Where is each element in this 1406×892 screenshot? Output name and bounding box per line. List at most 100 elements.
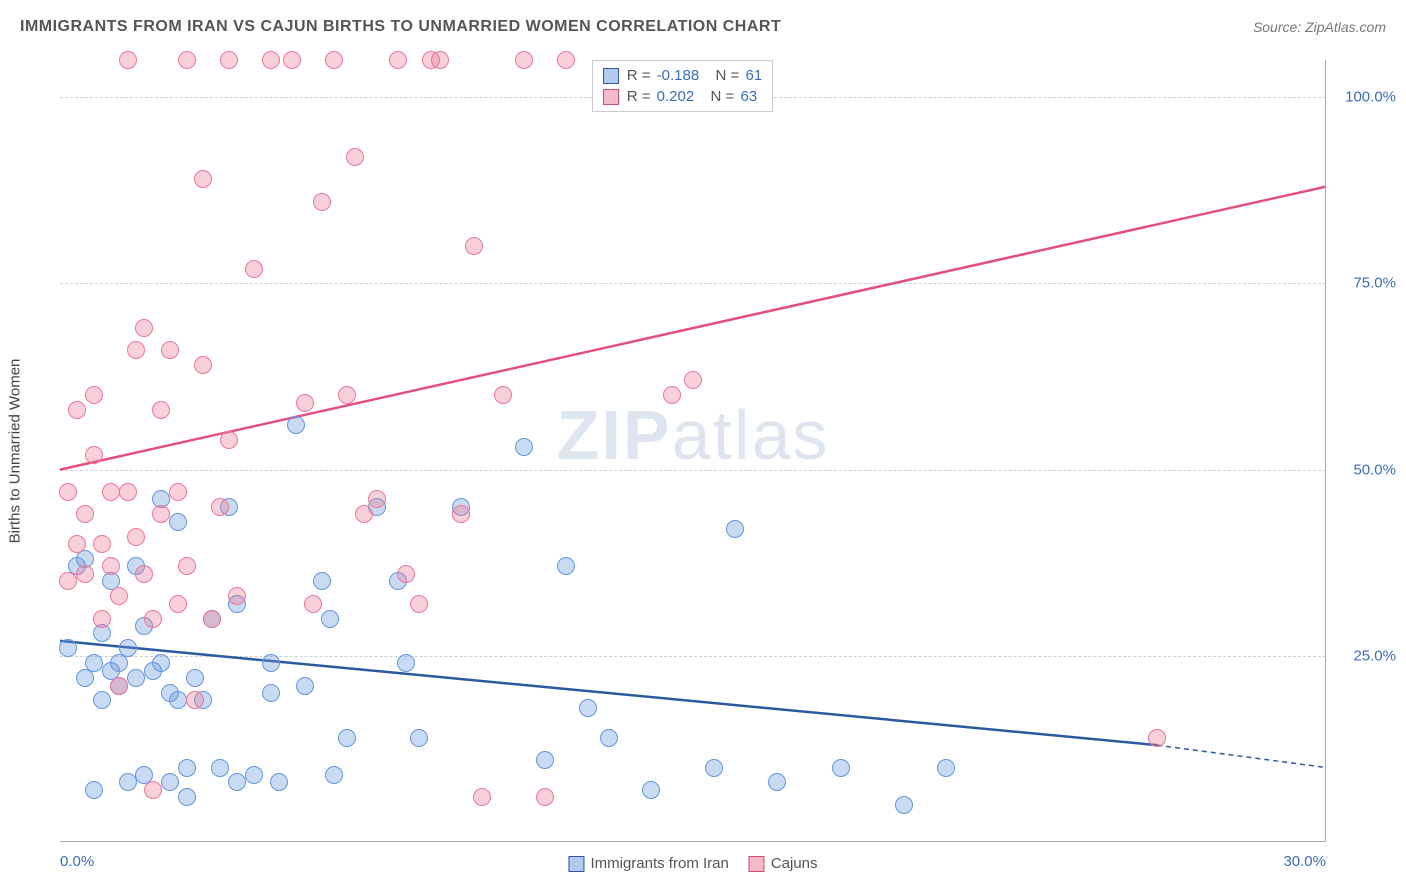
data-point [85, 654, 103, 672]
data-point [211, 498, 229, 516]
stat-box: R = -0.188 N = 61 R = 0.202 N = 63 [592, 60, 773, 112]
data-point [768, 773, 786, 791]
legend-label: Immigrants from Iran [590, 855, 728, 872]
data-point [832, 759, 850, 777]
data-point [536, 788, 554, 806]
data-point [283, 51, 301, 69]
data-point [178, 557, 196, 575]
data-point [296, 394, 314, 412]
data-point [119, 51, 137, 69]
data-point [262, 684, 280, 702]
data-point [93, 610, 111, 628]
data-point [68, 535, 86, 553]
gridline [60, 470, 1326, 471]
data-point [93, 691, 111, 709]
bottom-legend: Immigrants from Iran Cajuns [568, 855, 817, 872]
data-point [296, 677, 314, 695]
data-point [59, 483, 77, 501]
data-point [262, 654, 280, 672]
data-point [663, 386, 681, 404]
ytick: 50.0% [1336, 461, 1396, 478]
chart-area: ZIPatlas R = -0.188 N = 61 R = 0.202 N =… [60, 60, 1326, 842]
data-point [452, 505, 470, 523]
data-point [178, 759, 196, 777]
source-text: Source: ZipAtlas.com [1253, 19, 1386, 35]
data-point [186, 691, 204, 709]
data-point [410, 595, 428, 613]
trend-lines [60, 60, 1326, 842]
data-point [515, 51, 533, 69]
data-point [262, 51, 280, 69]
data-point [102, 557, 120, 575]
data-point [228, 773, 246, 791]
data-point [410, 729, 428, 747]
data-point [76, 565, 94, 583]
data-point [304, 595, 322, 613]
data-point [557, 557, 575, 575]
xtick-0: 0.0% [60, 853, 94, 870]
x-axis-line [60, 841, 1326, 842]
y-axis-line-right [1325, 60, 1326, 842]
data-point [194, 170, 212, 188]
data-point [169, 595, 187, 613]
data-point [220, 431, 238, 449]
data-point [245, 766, 263, 784]
data-point [161, 773, 179, 791]
data-point [178, 788, 196, 806]
data-point [287, 416, 305, 434]
data-point [1148, 729, 1166, 747]
data-point [85, 781, 103, 799]
data-point [178, 51, 196, 69]
data-point [85, 446, 103, 464]
chart-title: IMMIGRANTS FROM IRAN VS CAJUN BIRTHS TO … [20, 18, 781, 36]
swatch-blue-icon [603, 68, 619, 84]
data-point [194, 356, 212, 374]
data-point [536, 751, 554, 769]
plot-region: ZIPatlas R = -0.188 N = 61 R = 0.202 N =… [60, 60, 1326, 842]
data-point [515, 438, 533, 456]
data-point [313, 572, 331, 590]
data-point [389, 51, 407, 69]
data-point [152, 505, 170, 523]
data-point [85, 386, 103, 404]
data-point [726, 520, 744, 538]
data-point [119, 483, 137, 501]
data-point [59, 639, 77, 657]
data-point [937, 759, 955, 777]
data-point [431, 51, 449, 69]
data-point [152, 401, 170, 419]
data-point [338, 386, 356, 404]
data-point [186, 669, 204, 687]
stat-row-cajuns: R = 0.202 N = 63 [603, 86, 762, 107]
data-point [397, 654, 415, 672]
data-point [473, 788, 491, 806]
data-point [119, 773, 137, 791]
data-point [110, 677, 128, 695]
data-point [144, 781, 162, 799]
data-point [169, 691, 187, 709]
data-point [127, 341, 145, 359]
data-point [325, 766, 343, 784]
legend-swatch-blue-icon [568, 856, 584, 872]
swatch-pink-icon [603, 89, 619, 105]
gridline [60, 656, 1326, 657]
data-point [338, 729, 356, 747]
data-point [203, 610, 221, 628]
data-point [465, 237, 483, 255]
data-point [313, 193, 331, 211]
data-point [705, 759, 723, 777]
data-point [368, 490, 386, 508]
data-point [321, 610, 339, 628]
data-point [346, 148, 364, 166]
xtick-30: 30.0% [1283, 853, 1326, 870]
data-point [245, 260, 263, 278]
data-point [135, 319, 153, 337]
legend-item-cajuns: Cajuns [749, 855, 818, 872]
data-point [642, 781, 660, 799]
data-point [152, 654, 170, 672]
ytick: 25.0% [1336, 647, 1396, 664]
data-point [169, 513, 187, 531]
watermark: ZIPatlas [557, 395, 830, 475]
data-point [144, 610, 162, 628]
data-point [325, 51, 343, 69]
